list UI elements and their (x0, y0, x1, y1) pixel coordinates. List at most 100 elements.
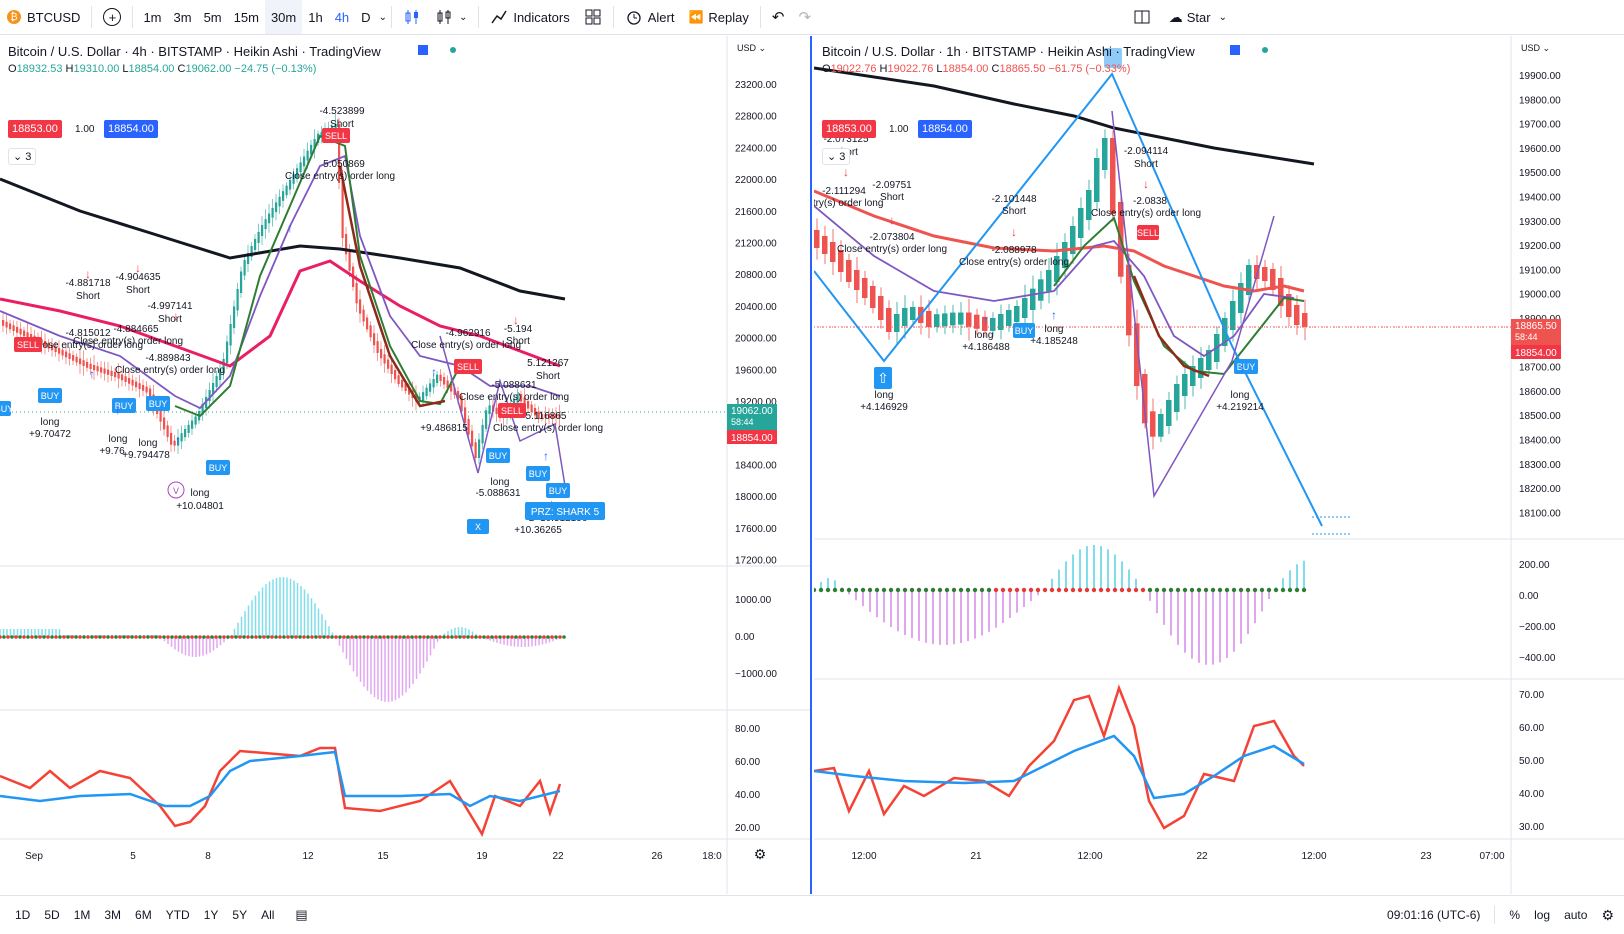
timeframe-3m[interactable]: 3m (173, 9, 192, 25)
compare-button[interactable]: + (96, 0, 128, 34)
candle (520, 394, 523, 402)
layout-name-button[interactable]: ☁ Star ⌄ (1162, 0, 1234, 34)
candle (958, 312, 964, 325)
timeframe-4h[interactable]: 4h (334, 9, 350, 25)
signal-buy[interactable]: BUY (546, 483, 570, 498)
signal-x[interactable]: X (467, 519, 489, 534)
signal-buy[interactable]: BUY (526, 466, 550, 481)
timeframe-15m[interactable]: 15m (233, 9, 259, 25)
long-signal-marker[interactable]: ⇧ (874, 367, 892, 389)
strategy-annotation: long (109, 434, 128, 445)
redo-button[interactable]: ↷ (791, 0, 818, 34)
signal-buy[interactable]: BUY (112, 398, 136, 413)
timeframe-1h[interactable]: 1h (308, 9, 323, 25)
macd-dot (1049, 587, 1055, 593)
order-qty[interactable]: 1.00 (72, 120, 98, 138)
macd-dot (250, 635, 254, 639)
symbol-search[interactable]: ₿ BTCUSD (0, 0, 87, 34)
indicators-button[interactable]: Indicators (483, 0, 576, 34)
chevron-down-icon[interactable]: ⌄ (378, 11, 387, 23)
signal-sell[interactable]: SELL (14, 337, 42, 352)
candle (264, 219, 267, 229)
buy-price-button[interactable]: 18854.00 (104, 120, 158, 138)
percent-toggle[interactable]: % (1509, 908, 1521, 922)
up-arrow-icon: ↑ (543, 449, 549, 463)
macd-dot (210, 635, 214, 639)
candle (86, 362, 89, 368)
range-1Y[interactable]: 1Y (203, 908, 219, 922)
indicators-collapse-toggle[interactable]: ⌄ 3 (8, 148, 37, 165)
prz-label[interactable]: PRZ: SHARK 5 (525, 502, 605, 520)
macd-tick: −200.00 (1519, 622, 1556, 633)
strategy-annotation: long (491, 477, 510, 488)
time-tick: 21 (970, 851, 982, 862)
bar-style-button[interactable] (396, 0, 428, 34)
signal-sell[interactable]: SELL (454, 359, 482, 374)
signal-buy[interactable]: BUY (146, 396, 170, 411)
macd-dot (198, 635, 202, 639)
range-1M[interactable]: 1M (73, 908, 91, 922)
signal-buy[interactable]: BUY (0, 401, 13, 416)
right-chart-canvas[interactable]: USD ⌄ 19900.00 19800.00 19700.00 19600.00 195… (814, 36, 1624, 894)
signal-label: BUY (115, 401, 134, 411)
signal-buy[interactable]: BUY (1013, 323, 1035, 338)
sell-price-button[interactable]: 18853.00 (822, 120, 876, 138)
down-arrow-icon: ↓ (1143, 177, 1149, 191)
order-qty[interactable]: 1.00 (886, 120, 912, 138)
signal-sell[interactable]: SELL (1137, 225, 1159, 240)
signal-sell[interactable]: SELL (322, 128, 350, 143)
candle (191, 420, 194, 429)
replay-button[interactable]: ⏪ Replay (681, 0, 755, 34)
range-6M[interactable]: 6M (135, 908, 152, 922)
time-tick: 07:00 (1479, 851, 1504, 862)
settings-gear-icon[interactable]: ⚙ (1601, 906, 1614, 923)
templates-button[interactable] (577, 0, 609, 34)
timeframe-5m[interactable]: 5m (203, 9, 222, 25)
left-chart-canvas[interactable]: USD ⌄ 23200.00 22800.00 22400.00 22000.00 216… (0, 36, 810, 894)
alert-button[interactable]: Alert (618, 0, 682, 34)
time-tick: 8 (205, 851, 211, 862)
range-1D[interactable]: 1D (15, 908, 31, 922)
undo-button[interactable]: ↶ (765, 0, 792, 34)
calendar-icon[interactable]: ▤ (295, 907, 308, 922)
strategy-annotation: Short (1134, 159, 1158, 170)
time-tick: 5 (130, 851, 136, 862)
macd-dot (1042, 587, 1048, 593)
right-chart-pane[interactable]: USD ⌄ 19900.00 19800.00 19700.00 19600.00 195… (814, 36, 1624, 894)
auto-toggle[interactable]: auto (1564, 908, 1588, 922)
signal-buy[interactable]: BUY (206, 460, 230, 475)
up-arrow-icon: ↑ (1051, 308, 1057, 322)
timeframe-1m[interactable]: 1m (143, 9, 162, 25)
layout-button[interactable] (1126, 0, 1158, 34)
buy-price-button[interactable]: 18854.00 (918, 120, 972, 138)
macd-dot (122, 635, 126, 639)
log-toggle[interactable]: log (1534, 908, 1551, 922)
strategy-annotation: +9.76 (99, 446, 125, 457)
signal-bg (486, 448, 510, 463)
macd-dot (825, 587, 831, 593)
timeframe-D[interactable]: D (361, 9, 371, 25)
timeframe-30m[interactable]: 30m (264, 0, 303, 34)
signal-buy[interactable]: BUY (38, 388, 62, 403)
candle (527, 401, 530, 409)
range-5Y[interactable]: 5Y (232, 908, 248, 922)
sell-price-button[interactable]: 18853.00 (8, 120, 62, 138)
left-chart-pane[interactable]: USD ⌄ 23200.00 22800.00 22400.00 22000.00 216… (0, 36, 812, 894)
macd-dot (442, 635, 446, 639)
candle (1238, 283, 1244, 313)
range-All[interactable]: All (261, 908, 275, 922)
chart-type-button[interactable]: ⌄ (428, 0, 474, 34)
range-5D[interactable]: 5D (44, 908, 60, 922)
indicators-collapse-toggle[interactable]: ⌄ 3 (822, 148, 851, 165)
signal-sell[interactable]: SELL (498, 403, 526, 418)
clock-time[interactable]: 09:01:16 (UTC-6) (1387, 908, 1481, 922)
candle (926, 311, 932, 327)
range-3M[interactable]: 3M (104, 908, 122, 922)
grid-icon (585, 9, 601, 25)
time-tick: 22 (552, 851, 564, 862)
macd-dot (142, 635, 146, 639)
signal-buy[interactable]: BUY (1234, 359, 1258, 374)
signal-buy[interactable]: BUY (486, 448, 510, 463)
range-YTD[interactable]: YTD (165, 908, 190, 922)
candle (886, 308, 892, 332)
